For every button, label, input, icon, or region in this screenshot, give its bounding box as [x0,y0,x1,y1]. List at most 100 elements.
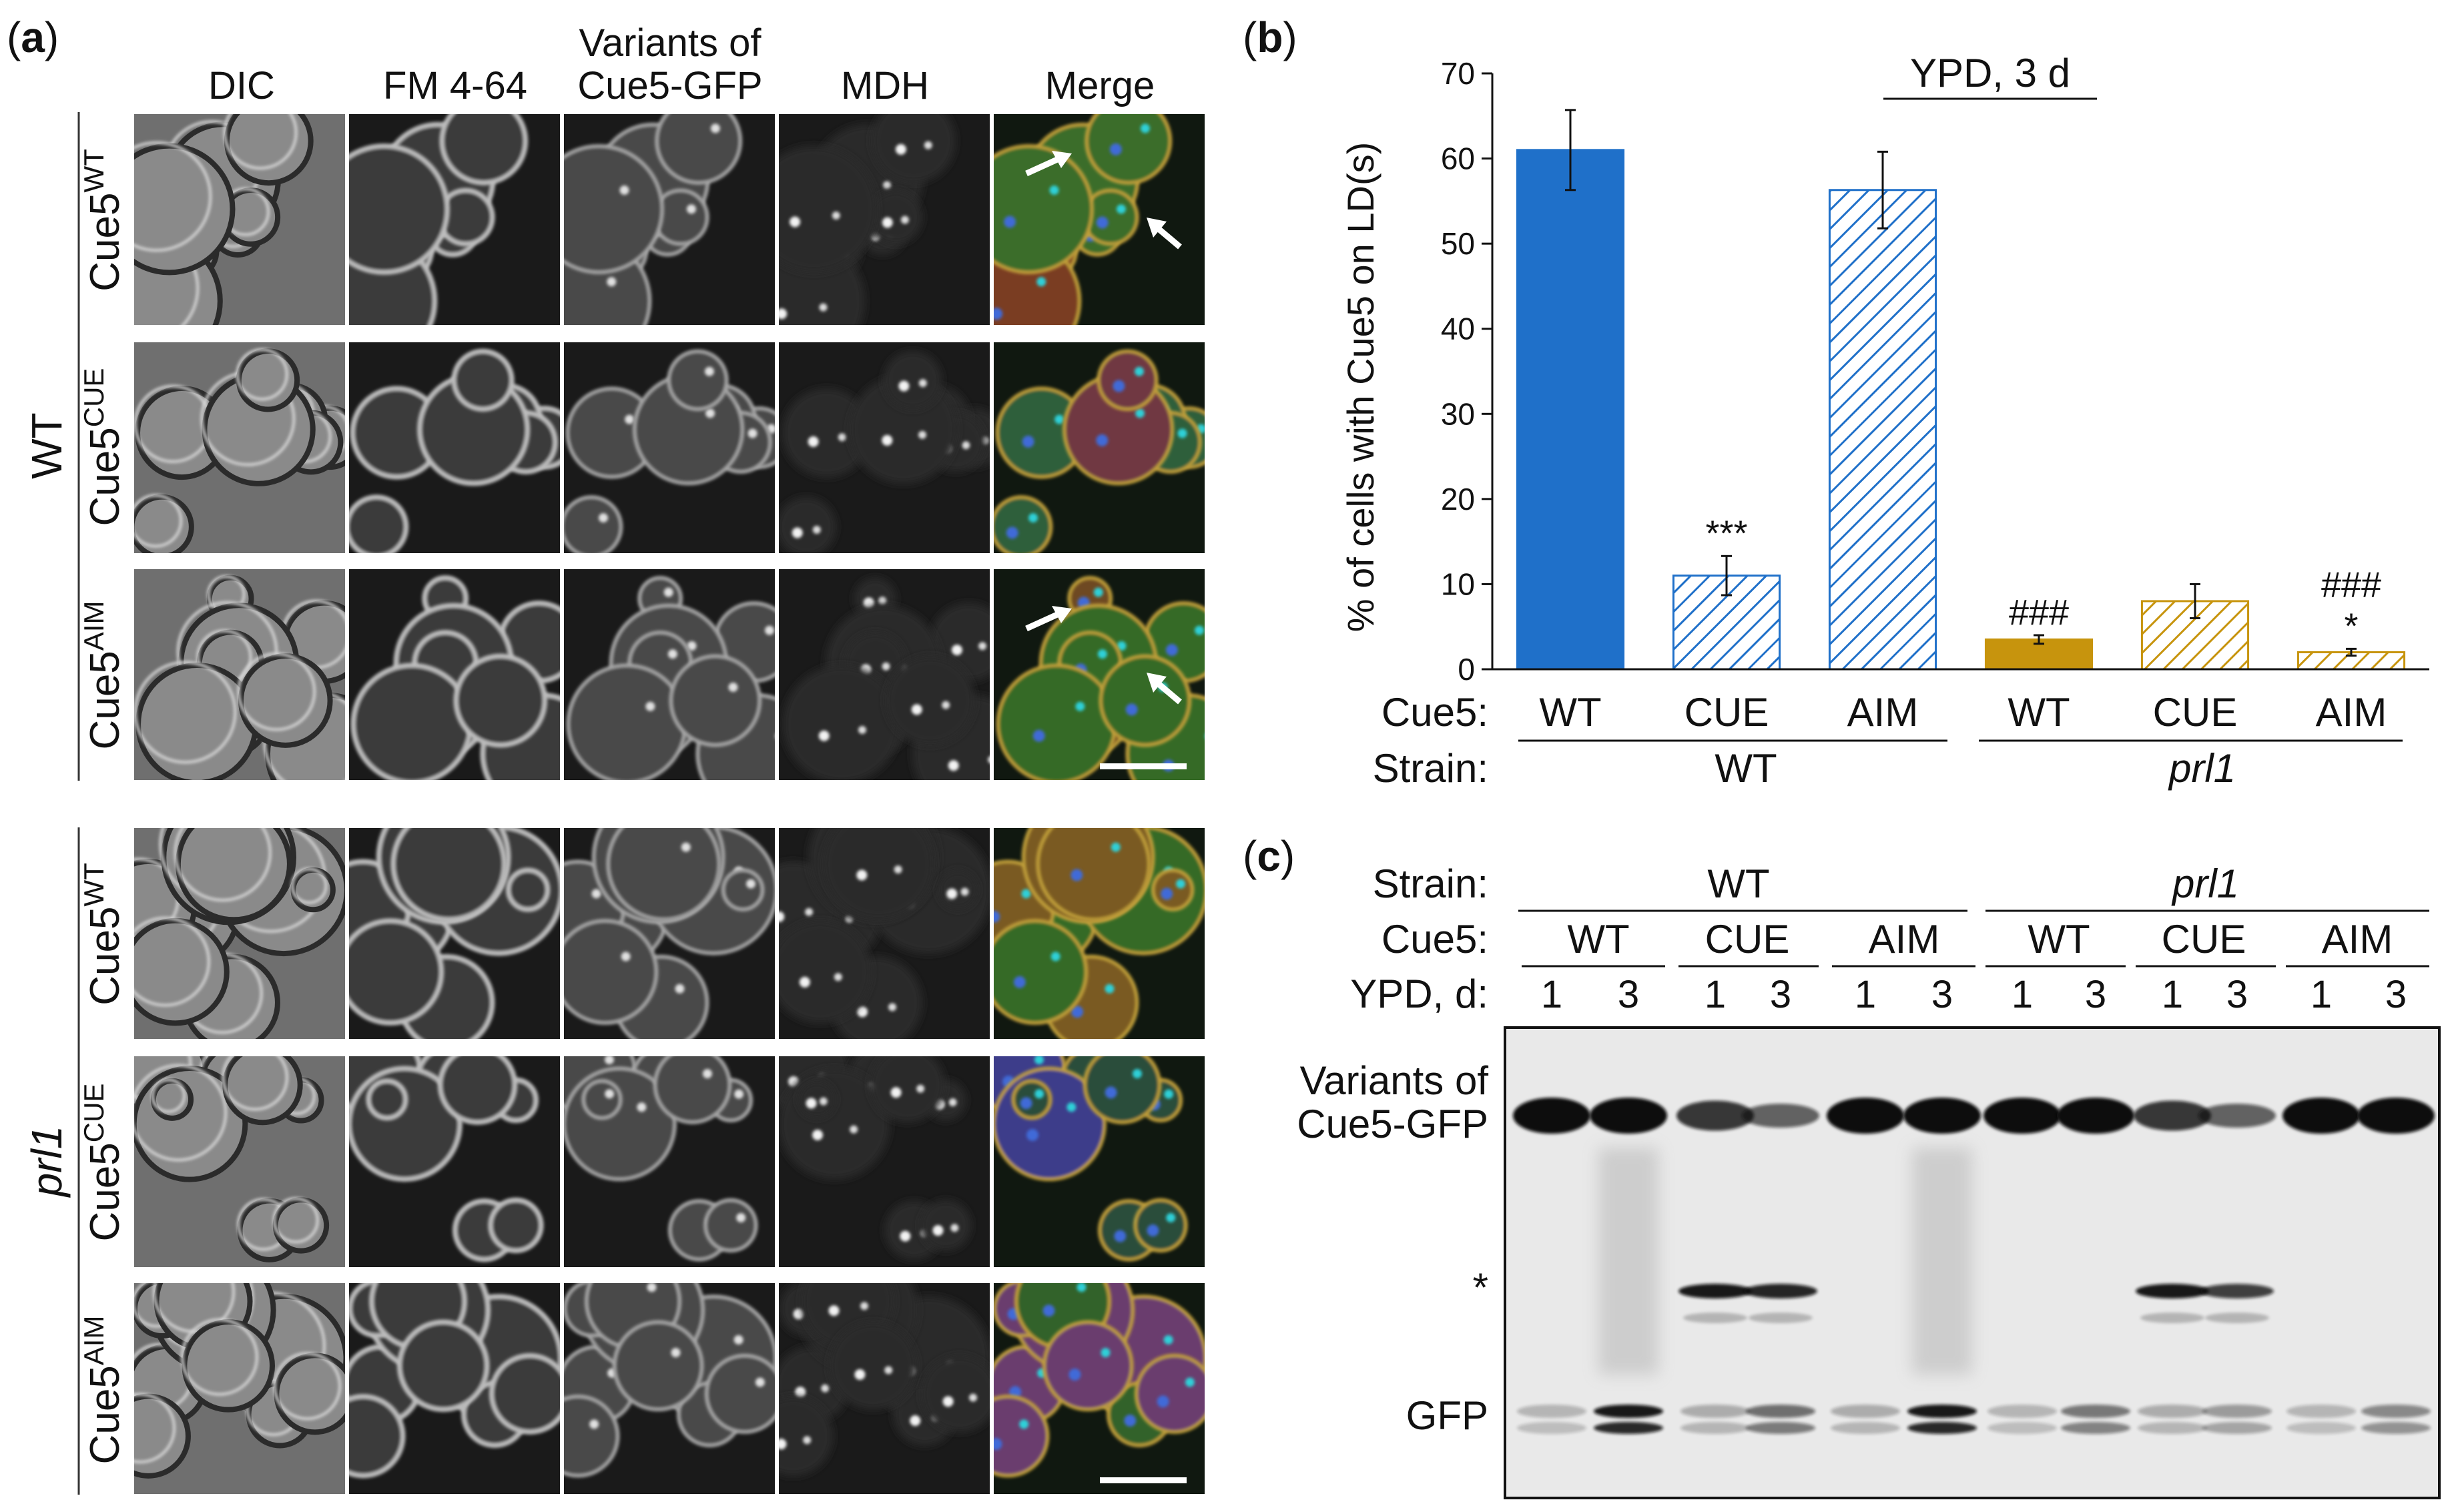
strain-row-label: Strain: [1373,746,1488,791]
merge-ld-cyan [1105,984,1115,994]
fm-cell [366,1078,408,1121]
dic-cell [290,867,336,913]
merge-ld-cyan [1132,1069,1142,1079]
lipid-droplet [882,434,893,446]
x-axis: WT CUE AIM WT CUE AIM [1492,668,2429,735]
mdh-cell [938,869,978,910]
band-gfp [2361,1405,2431,1418]
micrograph-tile [992,113,1206,326]
micrograph-tile [992,341,1206,554]
dic-cell [238,653,333,748]
gfp-punctum [728,682,738,692]
gfp-punctum [681,842,691,852]
dic-highlight [222,1056,289,1111]
band-gfp [2202,1405,2272,1418]
chart-title: YPD, 3 d [1910,51,2070,95]
band-cue5-gfp [1903,1098,1981,1134]
band-gfp [1594,1405,1663,1418]
tile-border [778,1055,991,1268]
mdh-cell [798,1080,836,1118]
lipid-droplet [942,701,950,709]
fm-cell [348,494,409,554]
band-smear [1912,1148,1972,1375]
dic-highlight [133,1393,176,1463]
tile-content [133,827,346,1040]
arrow-head [1052,606,1072,623]
gfp-punctum [589,1419,599,1429]
lipid-droplet [778,911,785,922]
merge-ld-cyan [1195,625,1205,635]
dic-highlight [181,1318,258,1396]
merge-cell [1011,1079,1052,1120]
dic-highlight [133,1064,228,1162]
lipid-droplet [812,1129,824,1140]
band-gfp [2061,1405,2130,1418]
lipid-droplet [863,597,874,609]
category-label: CUE [2153,690,2238,735]
merge-cell [993,919,1089,1025]
fm-cell [489,1353,561,1435]
micrograph-tile [133,113,346,326]
tile-content [348,827,561,1040]
micrograph-tile [348,341,561,554]
cue5-row-label: Cue5: [1382,690,1488,735]
tile-border [992,827,1206,1040]
micrograph-tile [563,1282,776,1495]
category-label: WT [1539,690,1601,735]
band-gfp [2286,1405,2356,1418]
strain-header-wt: WT [1707,861,1769,906]
merge-ld-cyan [1093,587,1103,597]
tile-content [563,827,776,1040]
band-label-gfp: GFP [1406,1393,1488,1438]
tile-content [996,576,1205,781]
cue5-row-label: Cue5: [1382,917,1488,962]
tile-border [778,341,991,554]
gfp-punctum [637,1102,647,1112]
merge-ld-blue [993,308,1003,320]
band-cue5-gfp [1983,1098,2061,1134]
gfp-punctum [591,889,601,899]
tile-border [563,827,776,1040]
merge-ld-blue [1125,703,1138,716]
dic-cell [133,917,230,1026]
merge-ld-cyan [1050,952,1060,962]
tile-content [993,349,1205,554]
band-gfp [1907,1422,1977,1434]
band-cue5-gfp [1676,1100,1754,1131]
lipid-droplet [850,1125,858,1134]
band-star [1678,1284,1752,1298]
band-gfp [2361,1422,2431,1434]
gfp-cell [704,1353,776,1434]
tile-border [133,1055,346,1268]
gfp-punctum [755,1377,765,1387]
gfp-punctum [645,701,655,711]
fm-cell [437,1056,518,1125]
band-gfp [2138,1422,2207,1434]
band-cue5-gfp [2357,1098,2435,1134]
lipid-droplet [911,704,922,715]
micrograph-tile [563,568,776,781]
micrograph-tile [992,827,1206,1040]
tile-border [778,568,991,781]
dic-highlight [133,916,210,1007]
dic-cell [272,1197,330,1254]
cue5-variant-headers: WT CUE AIM WT CUE AIM [1522,917,2429,968]
tile-content [348,348,561,554]
micrograph-tile [348,568,561,781]
arrow-head [1052,151,1072,168]
lipid-droplet [854,1369,866,1381]
cue5-variant: WT [1567,917,1629,962]
strain-header-prl1: prl1 [2171,861,2239,906]
col-label-cue5gfp-line1: Variants of [579,21,762,65]
lipid-droplet [819,303,828,312]
band-star-faint [1683,1312,1747,1323]
micrograph-tile [778,341,991,554]
tile-border [563,341,776,554]
y-tick-label: 40 [1441,312,1475,346]
tile-content [133,113,314,326]
mdh-cell [921,1355,990,1433]
gfp-cell [703,1198,758,1253]
merge-ld-blue [1096,216,1109,229]
micrograph-tile [348,1055,561,1268]
